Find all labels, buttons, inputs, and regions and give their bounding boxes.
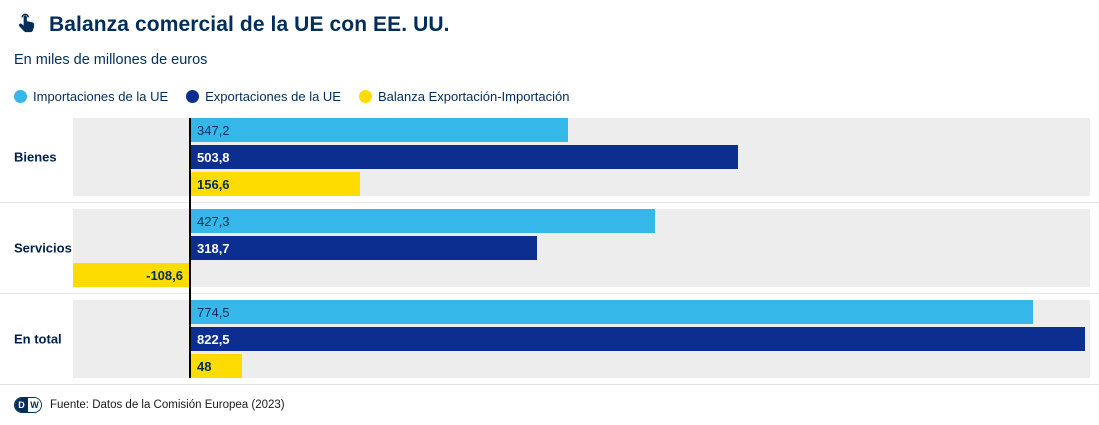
bars-area: 427,3 318,7 -108,6: [73, 209, 1090, 287]
chart-subtitle: En miles de millones de euros: [14, 52, 208, 68]
value-label: 156,6: [197, 176, 230, 192]
category-label-servicios: Servicios: [14, 240, 72, 256]
footer: D W Fuente: Datos de la Comisión Europea…: [14, 397, 1083, 413]
legend: Importaciones de la UE Exportaciones de …: [14, 89, 1083, 104]
value-label: 48: [197, 358, 212, 374]
legend-item-balanza: Balanza Exportación-Importación: [358, 89, 570, 104]
bar-exportaciones-servicios[interactable]: 318,7: [190, 236, 537, 260]
legend-item-importaciones: Importaciones de la UE: [14, 89, 168, 104]
bar-importaciones-en-total[interactable]: 774,5: [190, 300, 1033, 324]
bar-exportaciones-bienes[interactable]: 503,8: [190, 145, 739, 169]
page-title: Balanza comercial de la UE con EE. UU.: [49, 12, 450, 36]
bar-balanza-en-total[interactable]: 48: [190, 354, 243, 378]
bar-chart: Bienes 347,2 503,8 156,6 Servicios 427,3…: [0, 118, 1099, 385]
legend-item-exportaciones: Exportaciones de la UE: [186, 89, 341, 104]
legend-dot-exportaciones-icon: [186, 90, 200, 103]
value-label: 774,5: [197, 304, 230, 320]
bars-area: 347,2 503,8 156,6: [73, 118, 1090, 196]
tap-hand-icon: [14, 12, 39, 37]
value-label: 427,3: [197, 213, 230, 229]
value-label: 822,5: [197, 331, 230, 347]
value-label: 503,8: [197, 149, 230, 165]
legend-label: Exportaciones de la UE: [205, 89, 341, 104]
bars-area: 774,5 822,5 48: [73, 300, 1090, 378]
value-label: -108,6: [146, 267, 183, 283]
dw-logo-d: D: [15, 398, 28, 412]
header: Balanza comercial de la UE con EE. UU. E…: [0, 0, 1099, 69]
chart-row: Bienes 347,2 503,8 156,6: [0, 118, 1099, 203]
legend-dot-balanza-icon: [358, 90, 372, 103]
category-label-en-total: En total: [14, 331, 62, 347]
chart-row: Servicios 427,3 318,7 -108,6: [0, 209, 1099, 294]
dw-logo-w: W: [28, 398, 41, 412]
chart-row: En total 774,5 822,5 48: [0, 300, 1099, 385]
title-row: Balanza comercial de la UE con EE. UU.: [14, 12, 1083, 37]
dw-logo: D W: [14, 397, 42, 413]
axis-zero-line: [189, 118, 191, 378]
value-label: 318,7: [197, 240, 230, 256]
bar-balanza-servicios[interactable]: -108,6: [73, 263, 190, 287]
legend-label: Balanza Exportación-Importación: [377, 89, 570, 104]
bar-balanza-bienes[interactable]: 156,6: [190, 172, 361, 196]
category-label-bienes: Bienes: [14, 149, 57, 165]
bar-exportaciones-en-total[interactable]: 822,5: [190, 327, 1085, 351]
legend-label: Importaciones de la UE: [33, 89, 169, 104]
bar-importaciones-bienes[interactable]: 347,2: [190, 118, 568, 142]
legend-dot-importaciones-icon: [14, 90, 27, 103]
bar-importaciones-servicios[interactable]: 427,3: [190, 209, 655, 233]
value-label: 347,2: [197, 122, 230, 138]
source-text: Fuente: Datos de la Comisión Europea (20…: [50, 399, 285, 411]
